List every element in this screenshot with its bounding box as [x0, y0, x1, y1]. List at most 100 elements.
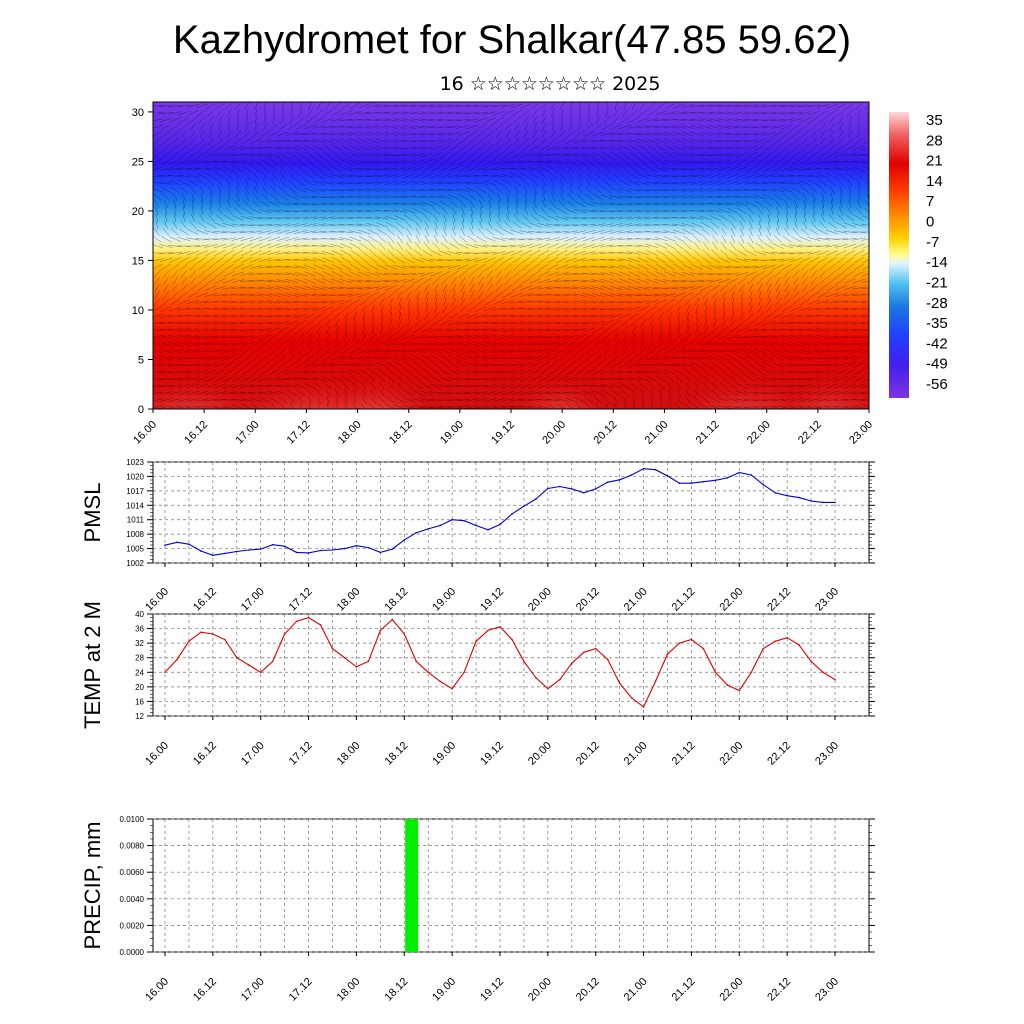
data-point — [271, 543, 274, 546]
y-tick-label: 10 — [132, 305, 144, 317]
data-point — [475, 640, 477, 643]
y-tick-label: 20 — [132, 206, 144, 218]
data-point — [678, 482, 681, 484]
temp-panel: 12 16 20 24 28 32 36 40 16.00 16.12 17.00 17.12 18.0… — [80, 601, 875, 768]
heatmap-panel: 0 5 10 15 20 25 30 16.00 16.12 17.00 17.12 18.00 18… — [131, 101, 875, 447]
y-tick-label: 32 — [135, 639, 144, 648]
data-point — [511, 638, 513, 641]
x-tick-label: 23.00 — [847, 419, 875, 447]
precip-panel: 0.0000 0.0020 0.0040 0.0060 0.0080 0.0100 16.0… — [80, 815, 875, 1004]
x-tick-label: 23.00 — [813, 976, 841, 1004]
x-tick-label: 17.12 — [287, 740, 315, 768]
y-tick-label: 25 — [132, 156, 144, 168]
data-point — [750, 474, 753, 476]
data-point — [379, 629, 382, 632]
x-tick-label: 20.12 — [574, 586, 602, 614]
data-point — [403, 539, 406, 541]
data-point — [164, 544, 166, 547]
data-point — [762, 483, 765, 486]
x-tick-label: 16.12 — [191, 586, 219, 614]
data-point — [224, 552, 226, 555]
y-tick-label: 0.0020 — [120, 921, 145, 930]
plot-frame — [152, 613, 870, 717]
data-point — [786, 494, 788, 497]
data-point — [200, 631, 202, 634]
data-point — [475, 524, 477, 527]
data-point — [511, 513, 513, 515]
colorbar-scale — [889, 112, 909, 398]
data-point — [367, 660, 370, 663]
colorbar-label: -21 — [926, 274, 948, 291]
colorbar-label: -14 — [926, 254, 948, 271]
colorbar: 35 28 21 14 7 0 -7 -14 -21 -28 -35 -42 -49 -56 — [889, 112, 948, 398]
y-tick-label: 0.0000 — [120, 948, 145, 957]
x-tick-label: 16.12 — [191, 976, 219, 1004]
data-point — [594, 488, 597, 490]
x-tick-label: 19.00 — [430, 740, 458, 768]
data-point — [355, 544, 358, 547]
y-tick-label: 0 — [138, 404, 144, 416]
data-point — [188, 543, 190, 546]
data-point — [415, 531, 418, 534]
data-point — [439, 680, 441, 683]
data-point — [415, 660, 418, 663]
y-tick-label: 0.0060 — [120, 868, 145, 877]
data-point — [295, 551, 298, 554]
x-tick-label: 19.12 — [478, 976, 506, 1004]
y-tick-label: 1014 — [126, 501, 144, 510]
data-point — [439, 524, 441, 527]
data-point — [654, 680, 657, 683]
data-point — [702, 647, 705, 650]
data-point — [726, 477, 729, 479]
x-tick-label: 22.12 — [765, 976, 793, 1004]
colorbar-label: -35 — [926, 315, 948, 332]
data-point — [391, 618, 394, 621]
data-point — [630, 696, 633, 699]
x-tick-label: 19.12 — [478, 740, 506, 768]
data-point — [319, 549, 322, 552]
y-axis-label: PRECIP, mm — [80, 822, 105, 950]
data-point — [451, 518, 453, 521]
x-tick-label: 18.00 — [335, 740, 363, 768]
data-point — [331, 549, 334, 551]
y-tick-label: 0.0100 — [120, 815, 145, 824]
data-point — [463, 671, 465, 674]
data-point — [235, 656, 238, 659]
x-tick-label: 17.12 — [285, 419, 313, 447]
colorbar-label: 21 — [926, 153, 943, 170]
data-point — [212, 554, 214, 557]
data-point — [559, 678, 561, 681]
x-tick-label: 21.00 — [622, 586, 650, 614]
heatmap-x-axis: 16.00 16.12 17.00 17.12 18.00 18.12 19.00 19.12… — [131, 409, 875, 447]
x-tick-label: 16.00 — [143, 976, 171, 1004]
x-tick-label: 20.12 — [574, 976, 602, 1004]
y-tick-label: 1017 — [126, 487, 144, 496]
data-point — [403, 633, 406, 635]
data-point — [594, 647, 597, 650]
y-tick-label: 1002 — [126, 559, 144, 568]
x-tick-label: 16.00 — [131, 419, 159, 447]
data-point — [559, 485, 561, 488]
data-point — [295, 620, 298, 623]
data-point — [654, 468, 657, 471]
y-tick-label: 16 — [135, 697, 144, 706]
data-point — [271, 660, 274, 663]
colorbar-label: 7 — [926, 193, 934, 210]
data-point — [307, 616, 310, 619]
colorbar-label: -28 — [926, 295, 948, 312]
colorbar-label: 28 — [926, 132, 943, 149]
colorbar-label: -7 — [926, 234, 939, 251]
warm-cell — [785, 349, 869, 409]
data-point — [798, 644, 800, 646]
x-tick-label: 17.12 — [287, 976, 315, 1004]
x-tick-label: 19.00 — [430, 976, 458, 1004]
y-tick-label: 24 — [135, 668, 144, 677]
y-tick-label: 1020 — [126, 472, 144, 481]
data-point — [714, 479, 717, 482]
data-point — [738, 689, 741, 692]
data-point — [391, 548, 394, 550]
data-point — [259, 671, 262, 674]
y-tick-label: 1023 — [126, 458, 144, 467]
x-tick-label: 22.12 — [796, 419, 824, 447]
data-point — [606, 481, 609, 484]
